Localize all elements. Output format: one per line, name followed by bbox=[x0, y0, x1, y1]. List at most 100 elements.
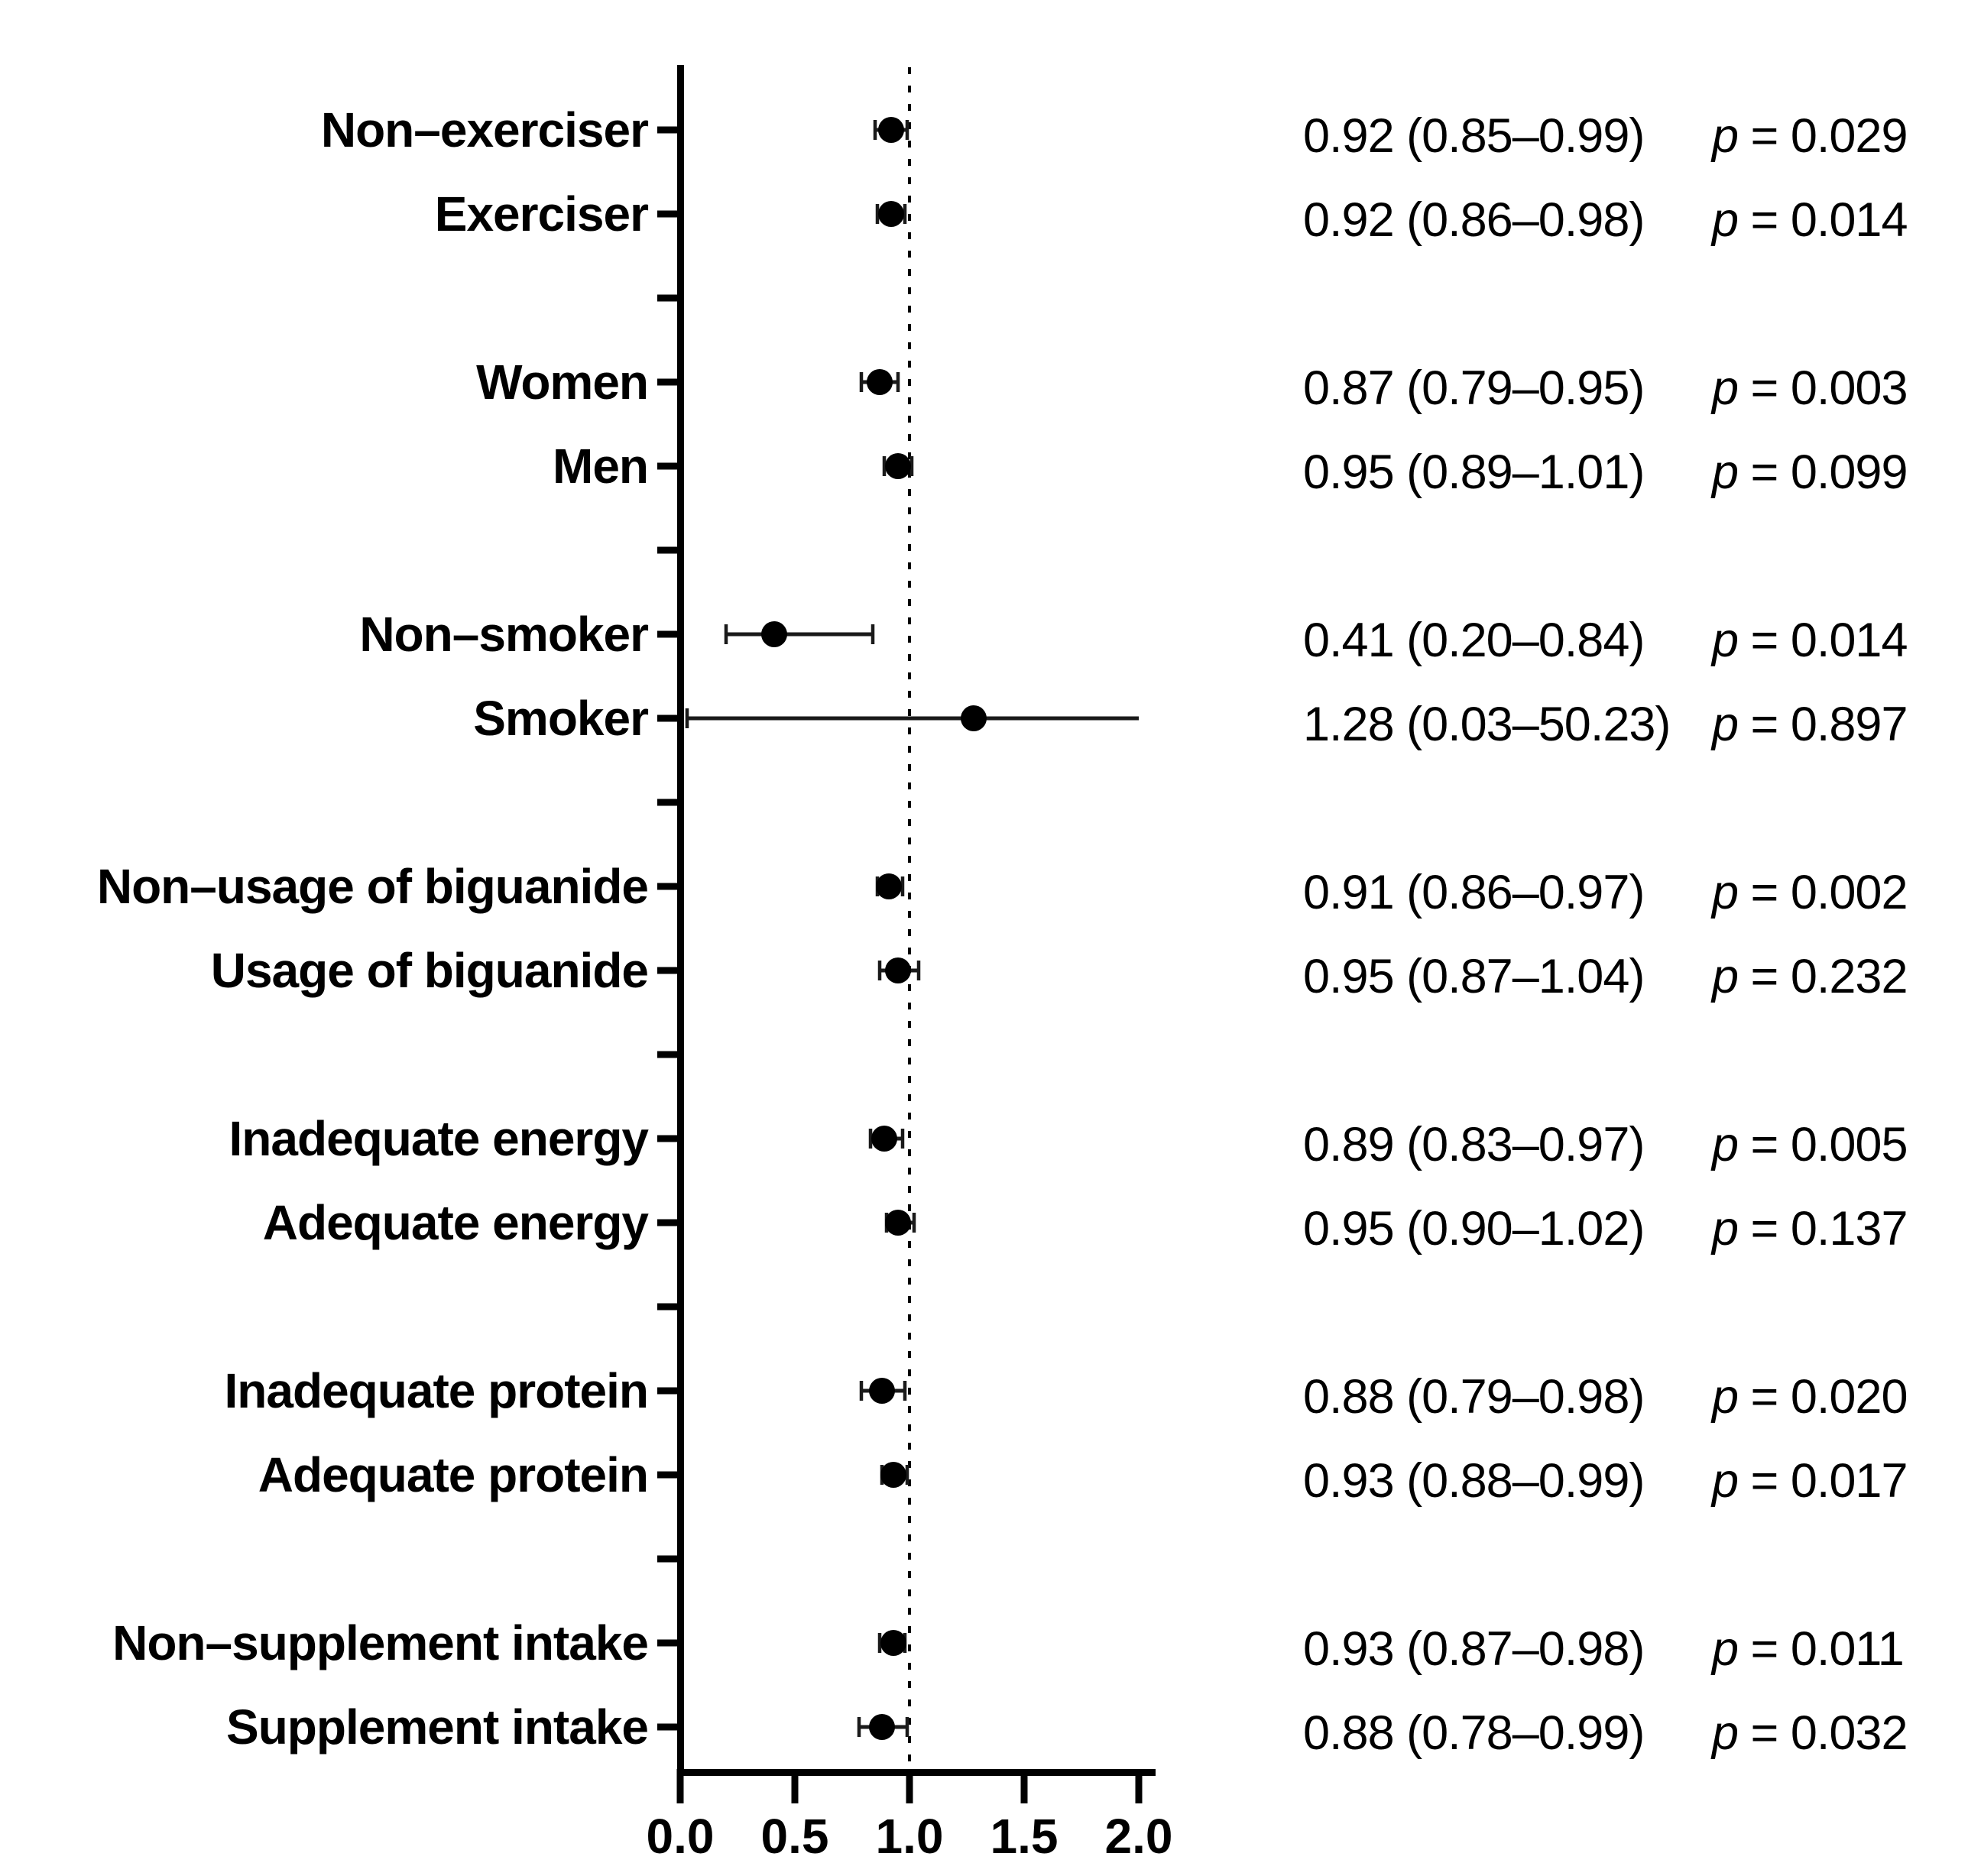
point-estimate-marker bbox=[869, 1378, 895, 1404]
p-equals-value: = 0.897 bbox=[1738, 698, 1907, 751]
y-tick bbox=[657, 1723, 677, 1731]
forest-row: Non–exerciser 0.92 (0.85–0.99) p = 0.029 bbox=[321, 102, 1908, 163]
x-tick bbox=[906, 1769, 913, 1803]
p-value-text: p = 0.032 bbox=[1710, 1706, 1908, 1760]
p-symbol: p bbox=[1710, 109, 1738, 163]
row-label: Men bbox=[553, 439, 648, 494]
ci-cap-left bbox=[875, 204, 880, 224]
forest-row: Inadequate energy 0.89 (0.83–0.97) p = 0.0… bbox=[229, 1111, 1908, 1171]
ci-cap-right bbox=[903, 204, 907, 224]
y-tick bbox=[657, 1051, 677, 1058]
forest-row: Non–supplement intake 0.93 (0.87–0.98) p =… bbox=[112, 1615, 1905, 1676]
p-value-text: p = 0.232 bbox=[1710, 950, 1908, 1003]
forest-row: Women 0.87 (0.79–0.95) p = 0.003 bbox=[476, 355, 1908, 415]
forest-row: Adequate energy 0.95 (0.90–1.02) p = 0.137 bbox=[263, 1195, 1908, 1256]
forest-row: Non–usage of biguanide 0.91 (0.86–0.97) p … bbox=[97, 859, 1908, 919]
x-tick-label: 1.0 bbox=[876, 1809, 944, 1864]
p-equals-value: = 0.011 bbox=[1738, 1622, 1904, 1676]
p-symbol: p bbox=[1710, 1622, 1738, 1676]
p-value-text: p = 0.014 bbox=[1710, 193, 1908, 247]
row-label: Smoker bbox=[473, 691, 648, 746]
ci-cap-right bbox=[909, 456, 914, 476]
y-axis bbox=[677, 65, 684, 1776]
estimate-ci-text: 0.87 (0.79–0.95) bbox=[1303, 361, 1644, 415]
point-estimate-marker bbox=[869, 1714, 895, 1740]
y-tick bbox=[657, 714, 677, 722]
p-value-text: p = 0.897 bbox=[1710, 698, 1908, 751]
ci-cap-right bbox=[905, 1465, 909, 1485]
point-estimate-marker bbox=[885, 453, 911, 479]
ci-cap-right bbox=[905, 120, 909, 140]
p-equals-value: = 0.002 bbox=[1738, 866, 1907, 919]
x-tick-label: 2.0 bbox=[1105, 1809, 1173, 1864]
point-estimate-marker bbox=[878, 201, 904, 227]
point-estimate-marker bbox=[761, 621, 787, 647]
forest-row: Smoker 1.28 (0.03–50.23) p = 0.897 bbox=[473, 691, 1908, 751]
p-equals-value: = 0.137 bbox=[1738, 1202, 1907, 1256]
row-label: Adequate protein bbox=[258, 1447, 648, 1502]
ci-cap-right bbox=[871, 624, 875, 644]
y-tick bbox=[657, 126, 677, 134]
p-symbol: p bbox=[1710, 1454, 1738, 1508]
forest-row: Supplement intake 0.88 (0.78–0.99) p = 0.0… bbox=[226, 1699, 1908, 1760]
estimate-ci-text: 0.92 (0.85–0.99) bbox=[1303, 109, 1644, 163]
p-symbol: p bbox=[1710, 361, 1738, 415]
p-equals-value: = 0.099 bbox=[1738, 446, 1907, 499]
y-tick bbox=[657, 546, 677, 554]
p-value-text: p = 0.014 bbox=[1710, 614, 1908, 667]
p-value-text: p = 0.099 bbox=[1710, 446, 1908, 499]
p-equals-value: = 0.014 bbox=[1738, 193, 1907, 247]
ci-cap-left bbox=[877, 961, 882, 980]
p-equals-value: = 0.014 bbox=[1738, 614, 1907, 667]
p-equals-value: = 0.005 bbox=[1738, 1118, 1907, 1171]
estimate-ci-text: 0.41 (0.20–0.84) bbox=[1303, 614, 1644, 667]
estimate-ci-text: 0.95 (0.89–1.01) bbox=[1303, 446, 1644, 499]
ci-cap-right bbox=[896, 372, 900, 392]
row-label: Adequate energy bbox=[263, 1195, 650, 1250]
estimate-ci-text: 0.93 (0.87–0.98) bbox=[1303, 1622, 1644, 1676]
x-tick-label: 0.5 bbox=[761, 1809, 829, 1864]
ci-cap-left bbox=[859, 1381, 864, 1401]
estimate-ci-text: 1.28 (0.03–50.23) bbox=[1303, 698, 1670, 751]
p-value-text: p = 0.137 bbox=[1710, 1202, 1908, 1256]
row-label: Women bbox=[476, 355, 648, 410]
ci-cap-right bbox=[903, 1381, 907, 1401]
y-tick bbox=[657, 210, 677, 218]
x-tick bbox=[1135, 1769, 1143, 1803]
x-tick bbox=[791, 1769, 799, 1803]
y-tick bbox=[657, 1387, 677, 1395]
point-estimate-marker bbox=[885, 957, 911, 983]
forest-row: Exerciser 0.92 (0.86–0.98) p = 0.014 bbox=[435, 186, 1908, 247]
row-label: Non–usage of biguanide bbox=[97, 859, 648, 914]
p-value-text: p = 0.017 bbox=[1710, 1454, 1908, 1508]
ci-cap-left bbox=[859, 372, 864, 392]
y-tick bbox=[657, 462, 677, 470]
x-axis bbox=[677, 1769, 1156, 1776]
x-tick bbox=[676, 1769, 684, 1803]
ci-cap-left bbox=[877, 1633, 882, 1653]
estimate-ci-text: 0.88 (0.79–0.98) bbox=[1303, 1370, 1644, 1424]
estimate-ci-text: 0.93 (0.88–0.99) bbox=[1303, 1454, 1644, 1508]
row-label: Inadequate energy bbox=[229, 1111, 650, 1166]
p-symbol: p bbox=[1710, 1370, 1738, 1424]
p-value-text: p = 0.002 bbox=[1710, 866, 1908, 919]
point-estimate-marker bbox=[867, 369, 893, 395]
estimate-ci-text: 0.88 (0.78–0.99) bbox=[1303, 1706, 1644, 1760]
p-symbol: p bbox=[1710, 866, 1738, 919]
ci-cap-right bbox=[916, 961, 921, 980]
p-symbol: p bbox=[1710, 446, 1738, 499]
p-symbol: p bbox=[1710, 698, 1738, 751]
ci-cap-left bbox=[882, 456, 887, 476]
y-tick bbox=[657, 630, 677, 638]
p-symbol: p bbox=[1710, 614, 1738, 667]
point-estimate-marker bbox=[961, 705, 987, 731]
p-symbol: p bbox=[1710, 193, 1738, 247]
p-symbol: p bbox=[1710, 1118, 1738, 1171]
x-tick-label: 1.5 bbox=[990, 1809, 1059, 1864]
y-tick bbox=[657, 883, 677, 890]
p-equals-value: = 0.017 bbox=[1738, 1454, 1907, 1508]
p-value-text: p = 0.029 bbox=[1710, 109, 1908, 163]
point-estimate-marker bbox=[885, 1210, 911, 1236]
